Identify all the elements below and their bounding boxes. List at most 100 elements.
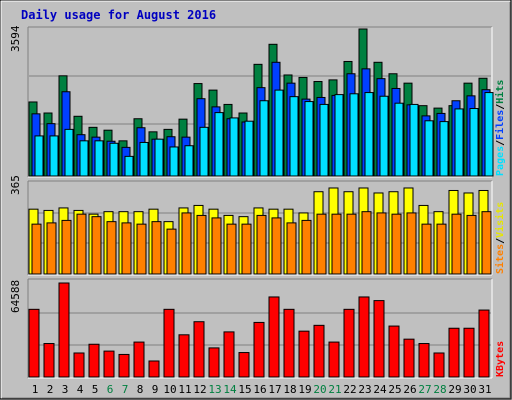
bar-pages-day-8: [139, 141, 149, 177]
x-tick-label-day-5: 5: [92, 383, 99, 396]
x-axis-labels: 1 2 3 4 5 6 7 8 9 10 11 12 13 14 15 16 17 18 19 20 21 22 23 24 2…: [32, 383, 492, 396]
legend-files: Files: [494, 110, 506, 140]
bar-pages-day-26: [409, 103, 419, 177]
bar-kbytes-day-25: [388, 325, 400, 378]
x-tick-label-day-20: 20: [313, 383, 326, 396]
legend-separator: /: [495, 238, 506, 244]
bar-pages-day-31: [484, 92, 494, 177]
bar-pages-day-14: [229, 117, 239, 177]
bar-kbytes-day-8: [133, 341, 145, 378]
bar-kbytes-day-18: [283, 308, 295, 378]
bar-kbytes-day-23: [358, 296, 370, 378]
bar-sites-day-24: [376, 212, 387, 275]
bar-kbytes-day-20: [313, 324, 325, 378]
bar-pages-day-5: [94, 140, 104, 177]
ymax-label-hits: 3594: [9, 25, 22, 52]
bar-pages-day-23: [364, 92, 374, 177]
bar-pages-day-4: [79, 140, 89, 177]
bar-pages-day-18: [289, 96, 299, 177]
bar-pages-day-24: [379, 95, 389, 177]
x-tick-label-day-13: 13: [208, 383, 221, 396]
bar-kbytes-day-31: [478, 309, 490, 378]
x-tick-label-day-8: 8: [137, 383, 144, 396]
bar-sites-day-1: [31, 223, 42, 275]
bar-pages-day-2: [49, 135, 59, 177]
bar-sites-day-14: [226, 223, 237, 275]
bar-kbytes-day-3: [58, 282, 70, 378]
x-tick-label-day-26: 26: [403, 383, 416, 396]
bar-sites-day-10: [166, 228, 177, 275]
x-tick-label-day-24: 24: [373, 383, 387, 396]
x-tick-label-day-6: 6: [107, 383, 114, 396]
bar-kbytes-day-11: [178, 334, 190, 378]
bar-sites-day-26: [406, 212, 417, 275]
x-tick-label-day-14: 14: [223, 383, 237, 396]
bar-pages-day-29: [454, 108, 464, 177]
chart-title: Daily usage for August 2016: [21, 8, 216, 22]
bar-pages-day-15: [244, 120, 254, 177]
x-tick-label-day-15: 15: [238, 383, 251, 396]
bar-pages-day-10: [169, 146, 179, 177]
bar-pages-day-13: [214, 112, 224, 177]
bar-sites-day-20: [316, 213, 327, 275]
bar-sites-day-3: [61, 219, 72, 275]
bar-sites-day-8: [136, 223, 147, 275]
bar-sites-day-30: [466, 214, 477, 275]
bar-pages-day-19: [304, 101, 314, 177]
bar-kbytes-day-29: [448, 327, 460, 378]
bar-pages-day-7: [124, 155, 134, 177]
bar-pages-day-1: [34, 135, 44, 177]
bar-sites-day-6: [106, 221, 117, 275]
bar-sites-day-15: [241, 223, 252, 275]
x-tick-label-day-31: 31: [478, 383, 491, 396]
legend-separator: /: [495, 104, 506, 110]
bar-sites-day-16: [256, 214, 267, 275]
bar-pages-day-28: [439, 121, 449, 177]
bar-pages-day-25: [394, 102, 404, 177]
bar-kbytes-day-14: [223, 331, 235, 378]
x-tick-label-day-10: 10: [163, 383, 176, 396]
x-tick-label-day-25: 25: [388, 383, 401, 396]
bar-sites-day-31: [481, 211, 492, 275]
bar-kbytes-day-24: [373, 300, 385, 378]
bar-kbytes-day-30: [463, 327, 475, 378]
x-tick-label-day-28: 28: [433, 383, 446, 396]
bar-sites-day-27: [421, 223, 432, 275]
x-tick-label-day-16: 16: [253, 383, 266, 396]
legend-kbytes: KBytes: [495, 341, 506, 377]
bar-pages-day-21: [334, 94, 344, 177]
bar-pages-day-27: [424, 120, 434, 177]
bar-kbytes-day-1: [28, 308, 40, 378]
bar-kbytes-day-2: [43, 343, 55, 378]
bar-pages-day-20: [319, 103, 329, 177]
bar-pages-day-3: [64, 128, 74, 177]
x-tick-label-day-18: 18: [283, 383, 296, 396]
x-tick-label-day-27: 27: [418, 383, 431, 396]
svg-text:Pages/Files/Hits: Pages/Files/Hits: [494, 80, 506, 176]
x-tick-label-day-30: 30: [463, 383, 476, 396]
x-tick-label-day-19: 19: [298, 383, 311, 396]
bar-pages-day-11: [184, 145, 194, 177]
bar-sites-day-11: [181, 212, 192, 275]
x-tick-label-day-11: 11: [178, 383, 191, 396]
bar-kbytes-day-27: [418, 343, 430, 378]
bar-sites-day-23: [361, 211, 372, 275]
bar-sites-day-21: [331, 213, 342, 275]
bar-sites-day-13: [211, 217, 222, 275]
x-tick-label-day-7: 7: [122, 383, 129, 396]
bar-sites-day-9: [151, 221, 162, 275]
bar-pages-day-12: [199, 126, 209, 177]
bar-sites-day-17: [271, 217, 282, 275]
x-tick-label-day-23: 23: [358, 383, 371, 396]
bar-kbytes-day-15: [238, 352, 250, 378]
legend-separator: /: [495, 140, 506, 146]
bar-kbytes-day-21: [328, 341, 340, 378]
legend-visits-sites: Sites/Visits: [494, 202, 506, 274]
bar-sites-day-28: [436, 223, 447, 275]
bar-sites-day-19: [301, 219, 312, 275]
bar-sites-day-12: [196, 214, 207, 275]
bar-kbytes-day-26: [403, 338, 415, 378]
bar-sites-day-4: [76, 213, 87, 275]
x-tick-label-day-3: 3: [62, 383, 69, 396]
